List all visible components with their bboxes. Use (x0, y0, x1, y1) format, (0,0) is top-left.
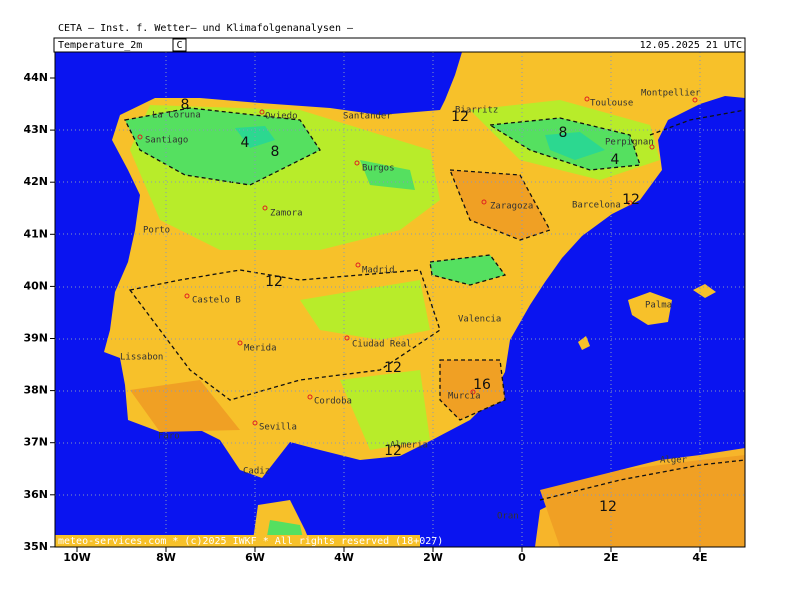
valid-time: 12.05.2025 21 UTC (640, 40, 742, 51)
source-title: CETA – Inst. f. Wetter– und Klimafolgena… (58, 23, 354, 34)
lat-label: 44N (23, 71, 48, 84)
lat-label: 42N (23, 175, 48, 188)
city-label: Lissabon (120, 353, 163, 363)
contour-label: 12 (384, 360, 402, 376)
contour-label: 12 (622, 192, 640, 208)
lon-label: 0 (518, 551, 526, 564)
city-label: Toulouse (590, 99, 633, 109)
contour-labels: 8 4 8 12 8 4 12 12 12 16 12 12 (181, 97, 640, 515)
contour-label: 12 (265, 274, 283, 290)
city-label: Barcelona (572, 201, 621, 211)
city-marker (692, 97, 698, 103)
lon-label: 4W (334, 551, 354, 564)
city-label: Biarritz (455, 106, 498, 116)
axes: 44N 43N 42N 41N 40N 39N 38N 37N 36N 35N 10W 8W 6W 4W 2… (23, 71, 707, 564)
contour-label: 8 (181, 97, 190, 113)
grid (55, 52, 745, 547)
city-label: Burgos (362, 164, 395, 174)
lon-label: 6W (245, 551, 265, 564)
city-marker (262, 205, 268, 211)
lat-label: 36N (23, 488, 48, 501)
mallorca (628, 292, 672, 325)
city-label: Ciudad Real (352, 340, 412, 350)
contour-label: 4 (611, 152, 620, 168)
city-marker (137, 134, 143, 140)
map-frame (54, 51, 746, 548)
contours (124, 107, 745, 501)
lat-label: 35N (23, 540, 48, 553)
lat-label: 40N (23, 279, 48, 292)
lat-label: 41N (23, 227, 48, 240)
city-label: Montpellier (641, 89, 701, 99)
city-label: Almeria (390, 441, 428, 451)
city-label: Sevilla (259, 423, 297, 433)
city-marker (344, 335, 350, 341)
city-label: Oviedo (265, 112, 298, 122)
contour-label: 4 (241, 135, 250, 151)
lat-label: 38N (23, 384, 48, 397)
footer-bg (55, 535, 420, 547)
city-label: Faro (158, 432, 180, 442)
contour-label: 8 (559, 125, 568, 141)
lon-label: 4E (692, 551, 707, 564)
city-label: Alger (660, 456, 688, 466)
lon-label: 2E (603, 551, 618, 564)
city-label: La Coruna (152, 111, 201, 121)
city-marker (252, 420, 258, 426)
lat-label: 43N (23, 123, 48, 136)
city-marker (307, 394, 313, 400)
city-marker (649, 144, 655, 150)
city-label: Cordoba (314, 397, 352, 407)
lon-label: 8W (156, 551, 176, 564)
city-marker (470, 389, 476, 395)
city-label: Zaragoza (490, 202, 533, 212)
city-label: Zamora (270, 209, 303, 219)
lon-label: 2W (423, 551, 443, 564)
unit: C (176, 40, 182, 51)
city-marker (354, 160, 360, 166)
city-marker (355, 262, 361, 268)
city-label: Palma (645, 301, 672, 311)
city-marker (481, 199, 487, 205)
city-marker (184, 293, 190, 299)
lat-label: 39N (23, 332, 48, 345)
city-label: Madrid (362, 266, 395, 276)
city-marker (237, 340, 243, 346)
city-label: Perpignan (605, 138, 654, 148)
contour-label: 12 (384, 443, 402, 459)
lat-label: 37N (23, 436, 48, 449)
menorca (693, 284, 716, 298)
city-label: Murcia (448, 392, 481, 402)
city-label: Santiago (145, 136, 188, 146)
field-name: Temperature_2m (58, 40, 142, 51)
contour-label: 8 (271, 144, 280, 160)
footer: meteo-services.com * (c)2025 IWKF * All … (58, 536, 443, 547)
warm-zones (130, 170, 745, 547)
contour-label: 12 (451, 109, 469, 125)
contour-label: 12 (599, 499, 617, 515)
city-marker (584, 96, 590, 102)
city-marker (627, 200, 633, 206)
contour-label: 16 (473, 377, 491, 393)
city-label: Porto (143, 226, 170, 236)
city-label: Cadiz (243, 467, 270, 477)
unit-box (172, 38, 187, 52)
cities: La Coruna Oviedo Santander Biarritz Toulouse… (120, 89, 701, 522)
city-marker (259, 109, 265, 115)
city-label: Valencia (458, 315, 501, 325)
city-label: Merida (244, 344, 277, 354)
city-label: Oran (497, 512, 519, 522)
city-label: Castelo B (192, 296, 241, 306)
lon-label: 10W (63, 551, 90, 564)
city-label: Santander (343, 112, 392, 122)
map-area: La Coruna Oviedo Santander Biarritz Toulouse… (55, 52, 745, 547)
